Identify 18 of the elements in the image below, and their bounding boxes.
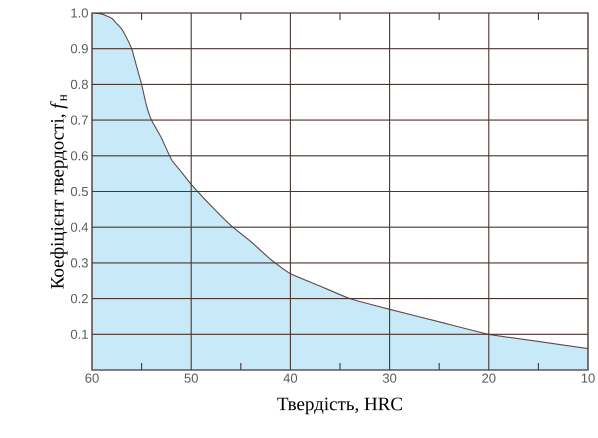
y-tick-label: 0.5 (70, 186, 88, 196)
y-tick-label: 0.8 (70, 80, 88, 89)
y-tick-label: 0.1 (70, 330, 88, 339)
y-tick-label: 0.9 (70, 44, 88, 54)
text: 1.0 (71, 8, 88, 18)
x-tick-label: 10 (582, 374, 595, 383)
x-tick-label: 40 (283, 374, 298, 383)
y-tick-label: 0.3 (70, 258, 88, 268)
x-tick-label: 20 (482, 374, 496, 383)
x-tick-label: 30 (382, 374, 396, 383)
y-axis-title: Коефіцієнт твердості, f$_{н}$ (50, 94, 68, 289)
x-tick-label: 60 (85, 374, 99, 383)
y-tick-label: 0.7 (70, 115, 88, 125)
y-tick-label: 0.4 (70, 222, 88, 232)
x-axis-title: Твердість, HRC (277, 398, 402, 414)
x-tick-label: 50 (184, 374, 198, 383)
y-tick-label: 0.6 (70, 151, 88, 160)
y-tick-label: 0.2 (70, 294, 88, 304)
